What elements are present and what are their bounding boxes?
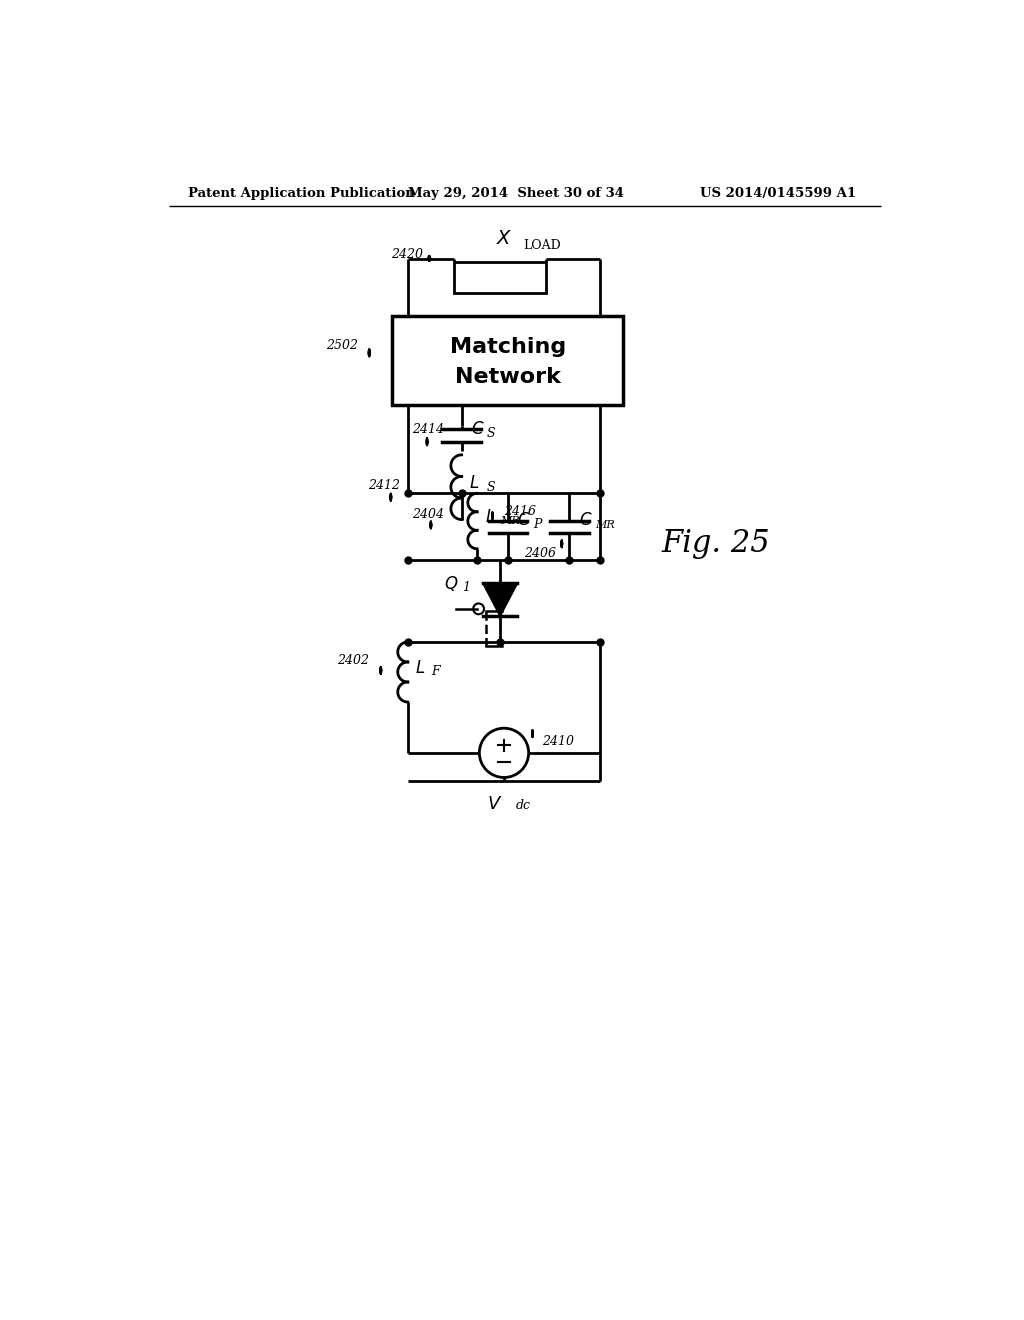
Text: $L$: $L$ xyxy=(484,508,495,525)
Text: LOAD: LOAD xyxy=(523,239,561,252)
Text: $C$: $C$ xyxy=(471,421,484,438)
Text: 2412: 2412 xyxy=(368,479,400,492)
Text: May 29, 2014  Sheet 30 of 34: May 29, 2014 Sheet 30 of 34 xyxy=(408,187,624,199)
Text: P: P xyxy=(534,517,542,531)
Text: 2414: 2414 xyxy=(412,422,443,436)
Text: 2406: 2406 xyxy=(523,548,556,560)
Text: 2502: 2502 xyxy=(326,339,357,351)
Text: Patent Application Publication: Patent Application Publication xyxy=(188,187,415,199)
Polygon shape xyxy=(483,583,517,615)
Text: $Q$: $Q$ xyxy=(444,574,459,593)
Text: $C$: $C$ xyxy=(517,512,530,529)
Text: 1: 1 xyxy=(462,581,470,594)
Text: US 2014/0145599 A1: US 2014/0145599 A1 xyxy=(700,187,856,199)
Text: $L$: $L$ xyxy=(416,660,426,677)
Bar xyxy=(392,317,624,405)
Text: MR: MR xyxy=(500,516,520,527)
Text: 2404: 2404 xyxy=(412,508,443,521)
Text: dc: dc xyxy=(515,799,530,812)
Text: $X$: $X$ xyxy=(496,231,512,248)
Text: F: F xyxy=(431,665,439,678)
Text: $V$: $V$ xyxy=(487,795,503,813)
Text: 2420: 2420 xyxy=(391,248,423,261)
Text: Matching: Matching xyxy=(450,337,566,356)
Text: 2402: 2402 xyxy=(337,653,370,667)
Text: 2410: 2410 xyxy=(543,735,574,748)
Text: Fig. 25: Fig. 25 xyxy=(662,528,770,558)
Text: S: S xyxy=(486,480,495,494)
Text: $L$: $L$ xyxy=(469,475,479,492)
Text: Network: Network xyxy=(455,367,561,388)
Text: S: S xyxy=(487,426,496,440)
Text: 2416: 2416 xyxy=(504,506,536,519)
Text: MR: MR xyxy=(595,520,614,529)
Bar xyxy=(454,263,547,293)
Text: $C$: $C$ xyxy=(579,512,592,529)
